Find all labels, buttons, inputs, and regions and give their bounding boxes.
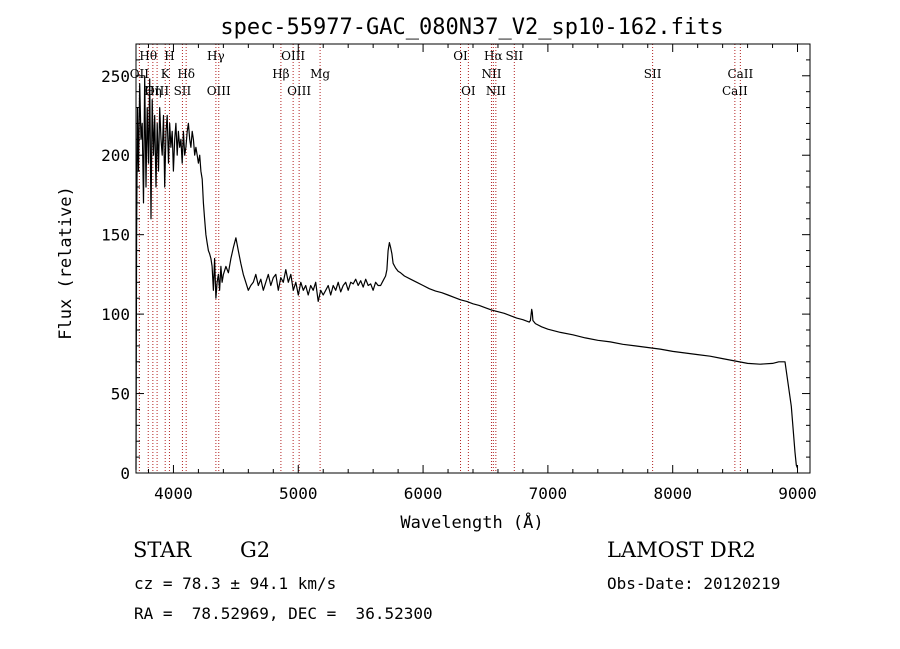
line-label: Hδ	[177, 67, 195, 81]
y-tick-label: 250	[101, 67, 130, 86]
x-axis-ticks: 4000 5000 6000 7000 8000 9000	[147, 44, 817, 503]
chart-title: spec-55977-GAC_080N37_V2_sp10-162.fits	[220, 15, 723, 40]
plot-frame	[135, 43, 811, 474]
line-label: SII	[174, 84, 192, 98]
line-label: Hβ	[272, 67, 289, 81]
survey-name: LAMOST DR2	[607, 538, 756, 562]
x-tick-label: 4000	[154, 484, 193, 503]
x-tick-label: 6000	[404, 484, 443, 503]
line-label: SII	[644, 67, 662, 81]
x-tick-label: 9000	[778, 484, 817, 503]
line-label: OIII	[281, 49, 305, 63]
y-tick-label: 100	[101, 305, 130, 324]
y-tick-label: 50	[111, 385, 130, 404]
obs-date: Obs-Date: 20120219	[607, 574, 781, 593]
spectrum-line	[135, 75, 799, 470]
line-label: OIII	[145, 84, 169, 98]
line-label: Hη	[144, 84, 162, 98]
line-label: Hα	[484, 49, 503, 63]
line-label: OII	[130, 67, 150, 81]
y-tick-label: 0	[120, 464, 130, 483]
line-label: OI	[461, 84, 476, 98]
line-label: K	[161, 67, 171, 81]
x-tick-label: 5000	[279, 484, 318, 503]
object-class: STAR	[133, 538, 192, 562]
y-axis-label: Flux (relative)	[56, 186, 76, 340]
line-label: Mg	[310, 67, 330, 81]
line-label: NII	[486, 84, 506, 98]
object-subclass: G2	[240, 538, 271, 562]
line-label: OIII	[207, 84, 231, 98]
y-tick-label: 200	[101, 146, 130, 165]
y-axis-ticks: 0 50 100 150 200 250	[101, 59, 810, 483]
line-label: CaII	[722, 84, 748, 98]
x-tick-label: 8000	[653, 484, 692, 503]
line-label: OI	[453, 49, 468, 63]
line-label: H	[164, 49, 174, 63]
x-axis-label: Wavelength (Å)	[400, 511, 543, 533]
line-label: SII	[505, 49, 523, 63]
coordinates: RA = 78.52969, DEC = 36.52300	[134, 604, 433, 623]
line-label: Hγ	[207, 49, 225, 63]
y-tick-label: 150	[101, 226, 130, 245]
line-label: Hθ	[139, 49, 157, 63]
redshift-readout: cz = 78.3 ± 94.1 km/s	[134, 574, 337, 593]
spectrum-series	[135, 75, 799, 470]
line-label: CaII	[727, 67, 753, 81]
line-label: OIII	[287, 84, 311, 98]
line-label: NII	[481, 67, 501, 81]
x-tick-label: 7000	[529, 484, 568, 503]
